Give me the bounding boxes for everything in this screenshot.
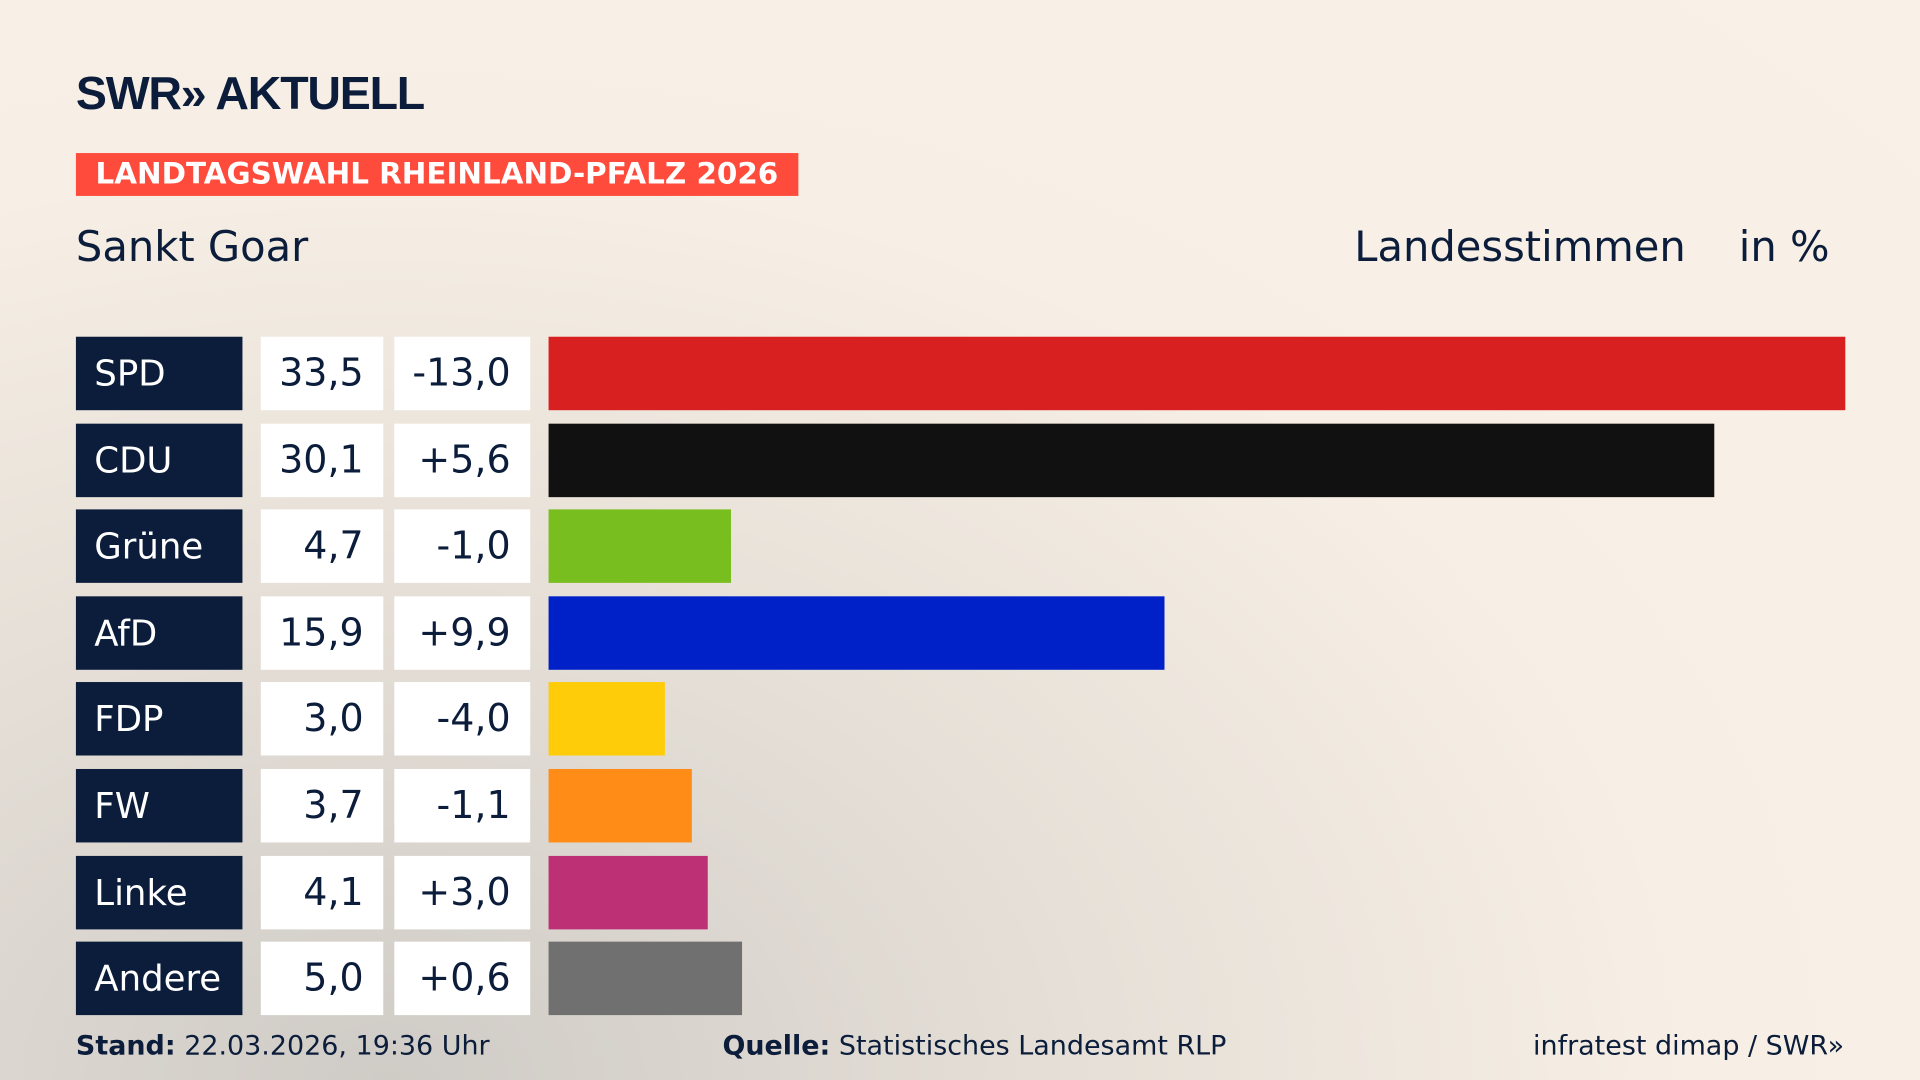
change-label: +9,9 [394, 596, 531, 670]
party-label: FDP [75, 682, 243, 756]
party-label: Linke [75, 855, 243, 929]
party-label: Grüne [75, 509, 243, 584]
value-label: 4,1 [260, 855, 384, 929]
change-label: +0,6 [394, 941, 531, 1016]
value-label: 4,7 [260, 509, 384, 584]
value-label: 30,1 [260, 423, 384, 497]
party-label: Andere [75, 941, 243, 1016]
party-label: CDU [75, 423, 243, 497]
source-value: Statistisches Landesamt RLP [838, 1031, 1227, 1062]
swr-aktuell-logo: SWR» AKTUELL [75, 68, 425, 121]
bar [548, 336, 1846, 411]
change-label: -1,0 [394, 509, 531, 584]
change-label: -4,0 [394, 682, 531, 756]
party-label: SPD [75, 336, 243, 411]
value-label: 3,7 [260, 768, 384, 843]
credit: infratest dimap / SWR» [1533, 1031, 1845, 1062]
bar [548, 509, 731, 584]
value-label: 3,0 [260, 682, 384, 756]
source-label: Quelle: [722, 1031, 831, 1062]
value-label: 5,0 [260, 941, 384, 1016]
party-label: FW [75, 768, 243, 843]
election-kicker: LANDTAGSWAHL RHEINLAND-PFALZ 2026 [75, 153, 798, 196]
bar [548, 596, 1165, 670]
stand-label: Stand: [75, 1031, 176, 1062]
value-label: 33,5 [260, 336, 384, 411]
timestamp: Stand: 22.03.2026, 19:36 Uhr [76, 1031, 490, 1062]
change-label: +5,6 [394, 423, 531, 497]
change-label: -13,0 [394, 336, 531, 411]
party-label: AfD [75, 596, 243, 670]
unit-label: in % [1738, 222, 1830, 272]
bar [548, 941, 743, 1016]
source: Quelle: Statistisches Landesamt RLP [722, 1031, 1226, 1062]
value-label: 15,9 [260, 596, 384, 670]
stand-value: 22.03.2026, 19:36 Uhr [184, 1031, 490, 1062]
place-title: Sankt Goar [75, 222, 309, 272]
bar [548, 768, 692, 843]
change-label: +3,0 [394, 855, 531, 929]
metric-label: Landesstimmen [1354, 222, 1686, 272]
bar [548, 682, 665, 756]
change-label: -1,1 [394, 768, 531, 843]
bar [548, 423, 1714, 497]
bar [548, 855, 708, 929]
